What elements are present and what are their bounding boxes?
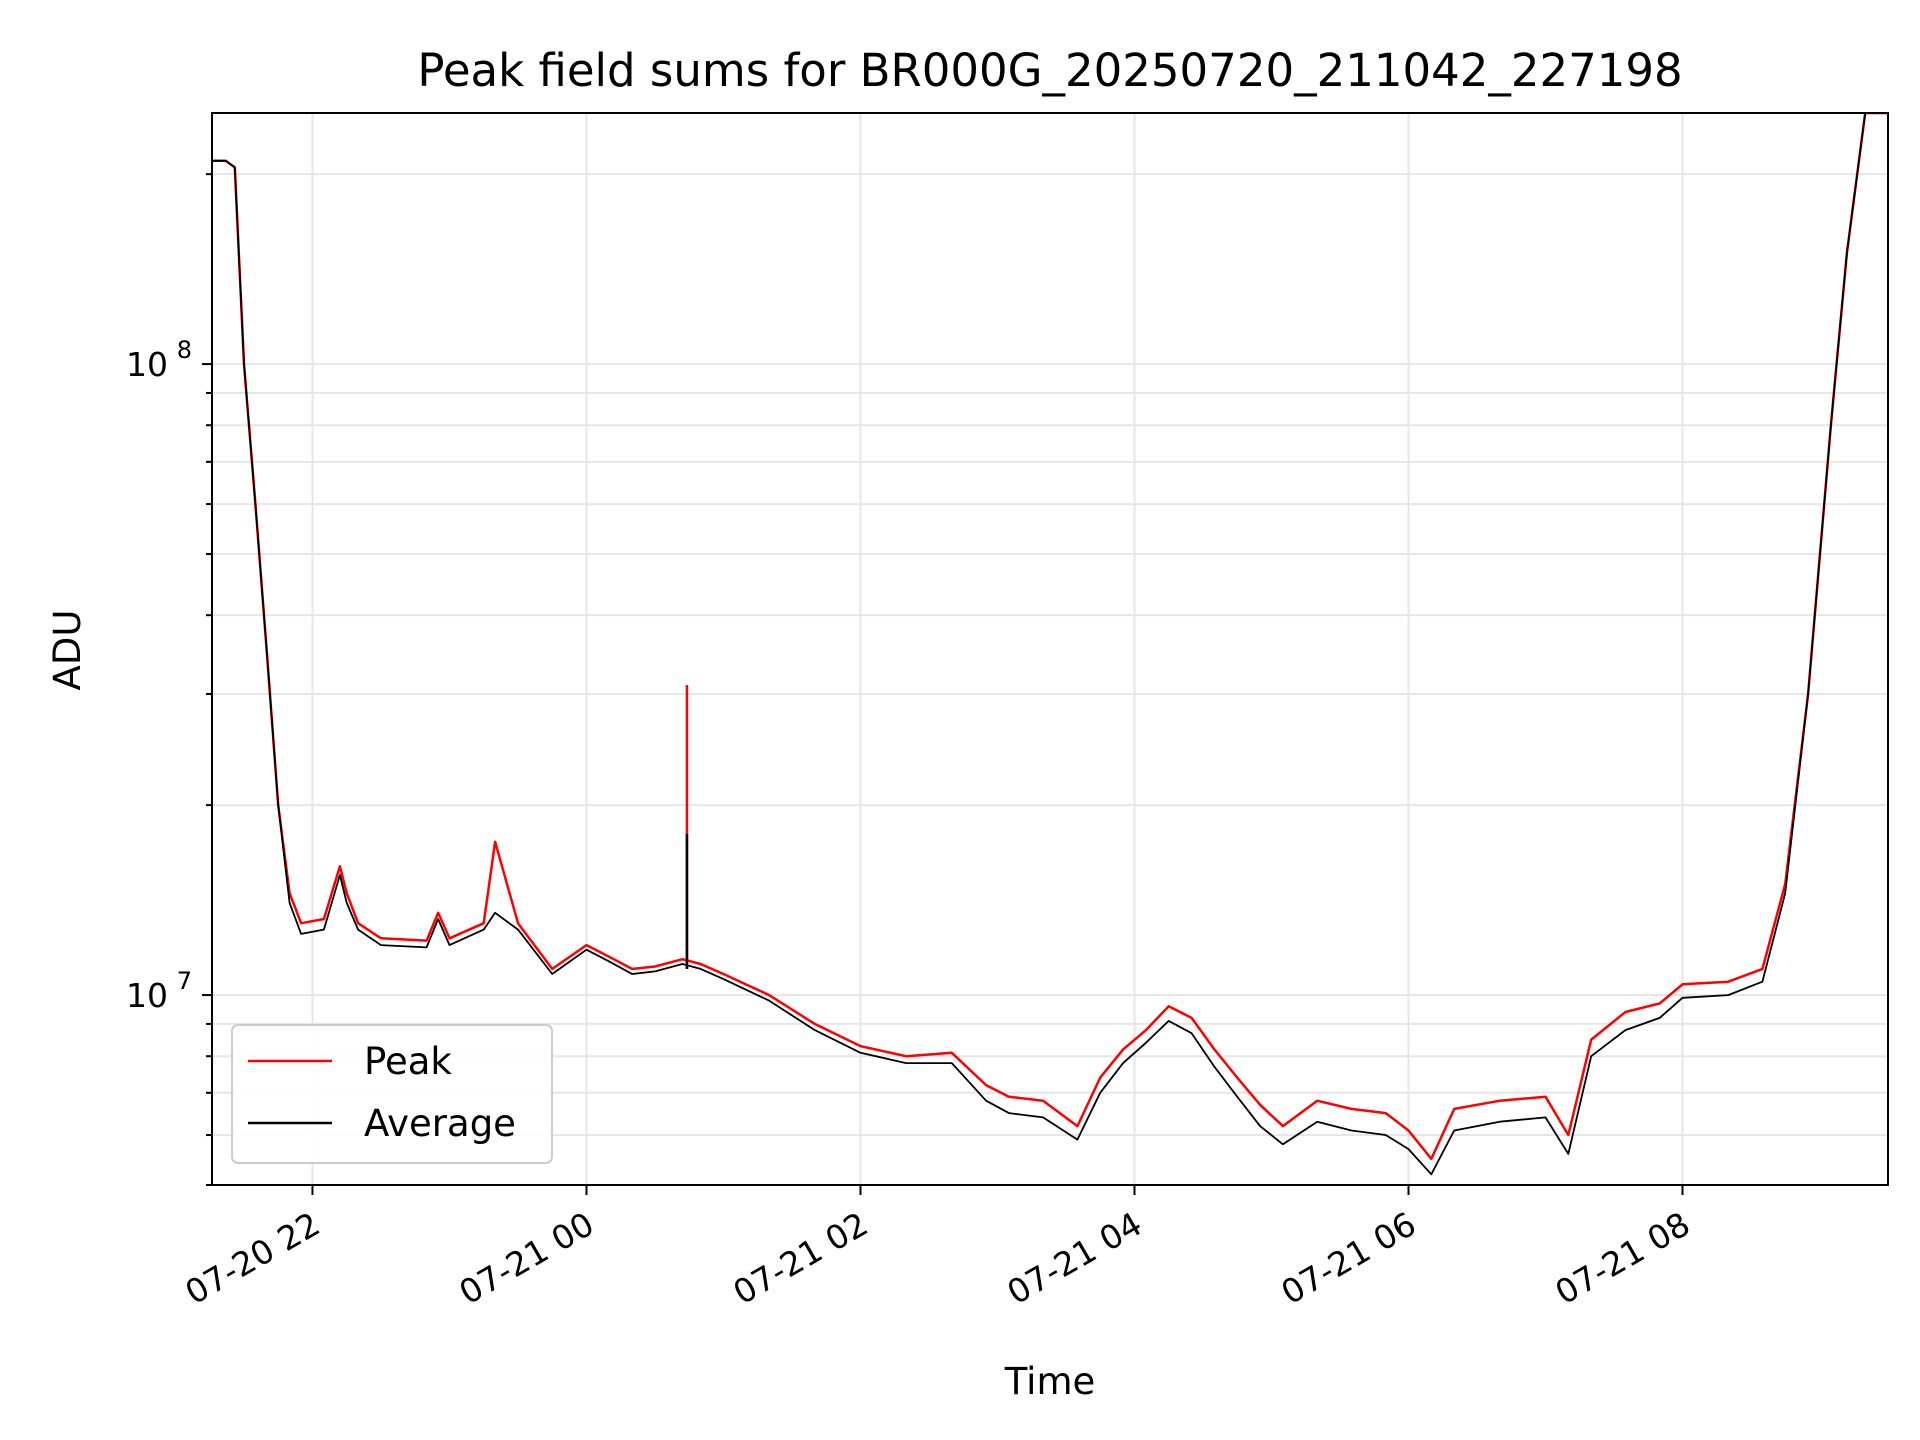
series-layer xyxy=(212,113,1888,1176)
x-axis-label: Time xyxy=(1004,1360,1096,1403)
y-tick-label: 10 xyxy=(126,345,168,384)
legend-label-average: Average xyxy=(364,1102,516,1145)
series-line-average xyxy=(212,113,1888,1176)
plot-frame xyxy=(211,112,1889,1186)
y-tick-label: 10 xyxy=(126,976,168,1015)
y-axis-label: ADU xyxy=(46,610,89,691)
legend-label-peak: Peak xyxy=(364,1040,452,1083)
series-line-peak xyxy=(212,113,1888,1161)
legend-box xyxy=(231,1024,553,1164)
y-tick-label-exponent: 7 xyxy=(177,967,192,995)
legend: Peak Average xyxy=(231,1024,553,1164)
y-axis: 10 7 10 8 xyxy=(126,173,212,1186)
y-tick-label-exponent: 8 xyxy=(177,336,192,364)
chart-title: Peak field sums for BR000G_20250720_2110… xyxy=(417,44,1682,97)
